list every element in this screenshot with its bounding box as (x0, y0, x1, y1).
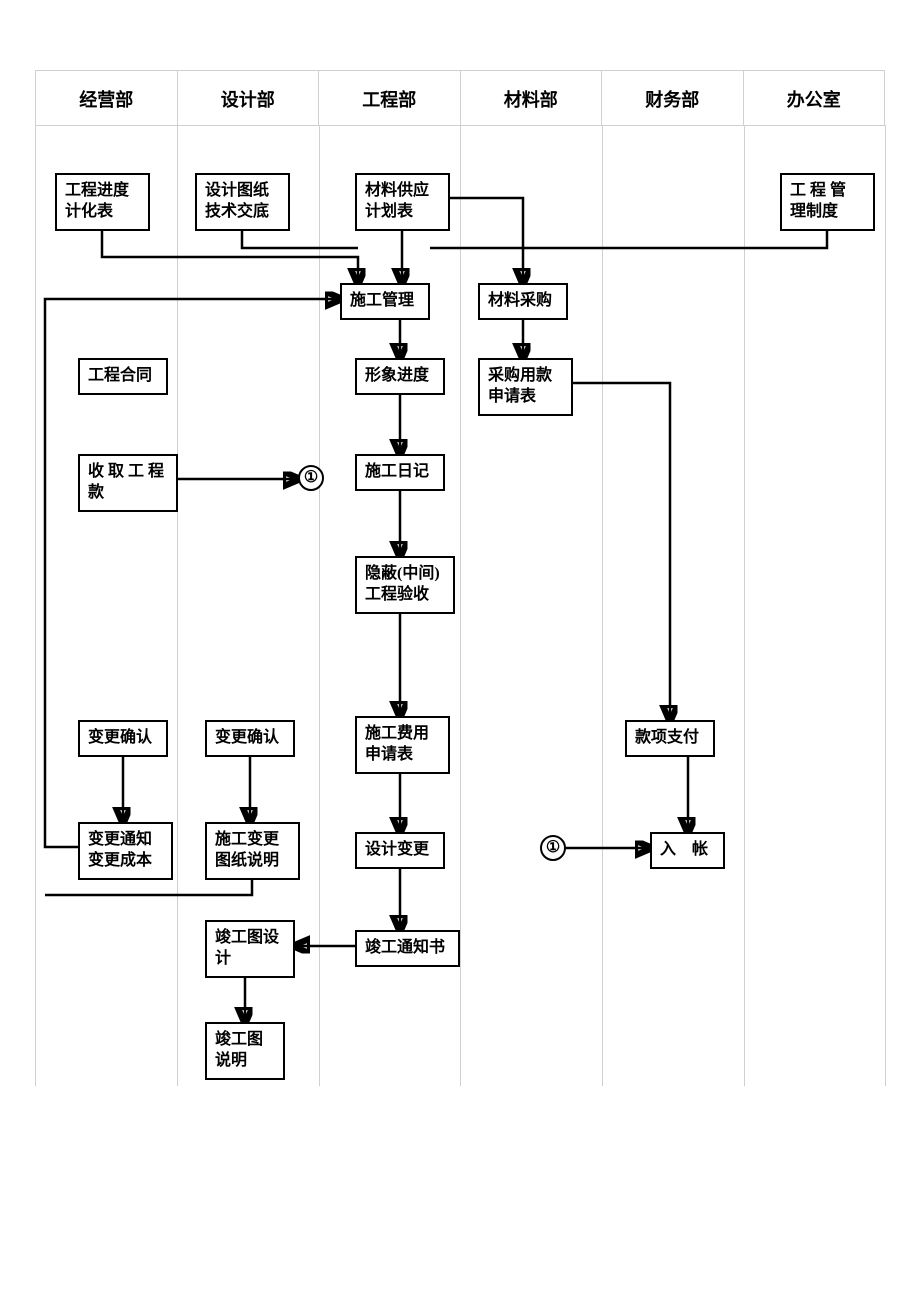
node-construction_mgmt: 施工管理 (340, 283, 430, 320)
node-change_confirm_1: 变更确认 (78, 720, 168, 757)
node-material_purchase: 材料采购 (478, 283, 568, 320)
edge-purchase_request-to-payment (573, 383, 670, 720)
swimlane-divider (744, 125, 745, 1086)
node-mgmt_system: 工 程 管理制度 (780, 173, 875, 231)
node-design_change: 设计变更 (355, 832, 445, 869)
node-contract: 工程合同 (78, 358, 168, 395)
node-change_confirm_2: 变更确认 (205, 720, 295, 757)
node-payment: 款项支付 (625, 720, 715, 757)
dept-header: 办公室 (744, 71, 886, 125)
dept-header: 设计部 (178, 71, 320, 125)
swimlane-divider (177, 125, 178, 1086)
edge-mgmt_system-to-construction_mgmt (430, 223, 827, 248)
connector-ref_out: ① (298, 465, 324, 491)
flowchart-canvas: 经营部 设计部 工程部 材料部 财务部 办公室 工程进度计化表设计图纸技术交底材… (0, 0, 920, 1301)
node-schedule_plan: 工程进度计化表 (55, 173, 150, 231)
node-accounting: 入 帐 (650, 832, 725, 869)
node-completion_explain: 竣工图说明 (205, 1022, 285, 1080)
dept-header: 材料部 (461, 71, 603, 125)
swimlane-divider (460, 125, 461, 1086)
node-change_notice: 变更通知变更成本 (78, 822, 173, 880)
node-completion_notice: 竣工通知书 (355, 930, 460, 967)
dept-header: 经营部 (35, 71, 178, 125)
node-fee_request: 施工费用申请表 (355, 716, 450, 774)
node-change_drawing: 施工变更图纸说明 (205, 822, 300, 880)
node-construction_log: 施工日记 (355, 454, 445, 491)
dept-header: 财务部 (602, 71, 744, 125)
node-material_supply: 材料供应计划表 (355, 173, 450, 231)
node-image_progress: 形象进度 (355, 358, 445, 395)
swimlane-divider (885, 125, 886, 1086)
node-hidden_acceptance: 隐蔽(中间)工程验收 (355, 556, 455, 614)
connector-ref_in: ① (540, 835, 566, 861)
swimlane-divider (319, 125, 320, 1086)
swimlane-divider (602, 125, 603, 1086)
swimlane-divider (35, 125, 36, 1086)
dept-header: 工程部 (319, 71, 461, 125)
node-purchase_request: 采购用款申请表 (478, 358, 573, 416)
node-completion_drawing: 竣工图设计 (205, 920, 295, 978)
node-collect_payment: 收 取 工 程款 (78, 454, 178, 512)
department-header-row: 经营部 设计部 工程部 材料部 财务部 办公室 (35, 70, 885, 125)
node-design_drawing: 设计图纸技术交底 (195, 173, 290, 231)
